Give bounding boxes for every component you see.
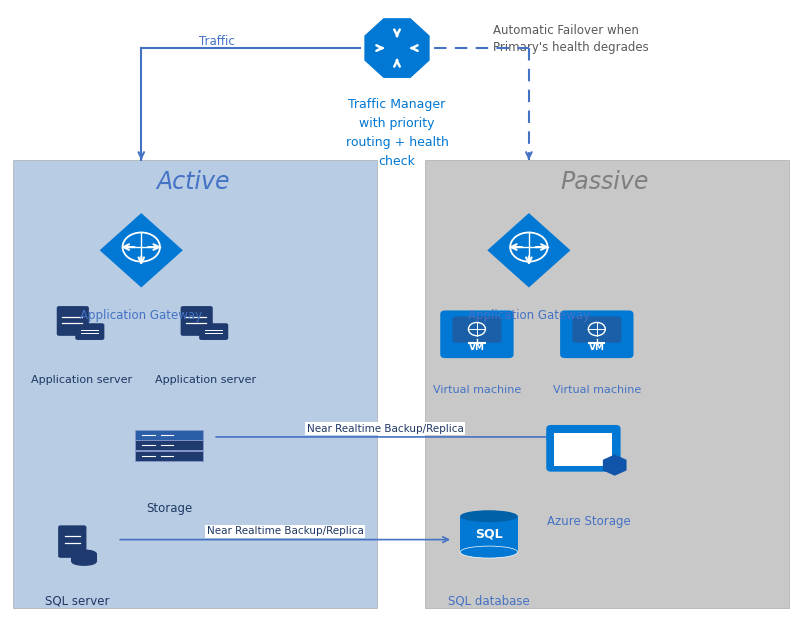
Text: Near Realtime Backup/Replica: Near Realtime Backup/Replica (207, 526, 363, 536)
Polygon shape (99, 213, 183, 288)
FancyBboxPatch shape (546, 425, 621, 472)
FancyBboxPatch shape (136, 440, 203, 451)
FancyBboxPatch shape (592, 443, 612, 455)
Text: Storage: Storage (146, 503, 192, 515)
Text: VM: VM (469, 344, 485, 352)
Text: VM: VM (589, 344, 605, 352)
Text: Automatic Failover when
Primary's health degrades: Automatic Failover when Primary's health… (493, 24, 649, 54)
Text: SQL database: SQL database (448, 594, 530, 608)
Ellipse shape (71, 549, 96, 558)
Polygon shape (603, 454, 626, 476)
Text: Passive: Passive (561, 170, 649, 194)
Text: Application Gateway: Application Gateway (468, 309, 590, 322)
Text: Virtual machine: Virtual machine (433, 385, 521, 395)
Polygon shape (364, 18, 430, 78)
Text: Application server: Application server (155, 375, 256, 385)
FancyBboxPatch shape (452, 316, 501, 342)
FancyBboxPatch shape (425, 160, 788, 608)
Text: Application server: Application server (30, 375, 132, 385)
Text: Traffic: Traffic (200, 36, 235, 48)
FancyBboxPatch shape (573, 432, 593, 444)
FancyBboxPatch shape (71, 553, 96, 562)
FancyBboxPatch shape (554, 454, 573, 466)
Text: Active: Active (156, 170, 230, 194)
FancyBboxPatch shape (573, 443, 593, 455)
FancyBboxPatch shape (180, 306, 213, 336)
FancyBboxPatch shape (440, 311, 513, 358)
FancyBboxPatch shape (554, 432, 573, 444)
FancyBboxPatch shape (136, 430, 203, 440)
FancyBboxPatch shape (573, 454, 593, 466)
Text: Near Realtime Backup/Replica: Near Realtime Backup/Replica (306, 424, 464, 434)
FancyBboxPatch shape (199, 323, 229, 340)
Text: Application Gateway: Application Gateway (80, 309, 202, 322)
FancyBboxPatch shape (57, 306, 89, 336)
Polygon shape (488, 213, 570, 288)
Ellipse shape (460, 510, 517, 522)
FancyBboxPatch shape (592, 432, 612, 444)
Text: Azure Storage: Azure Storage (547, 515, 630, 528)
FancyBboxPatch shape (573, 316, 622, 342)
Text: SQL: SQL (475, 528, 503, 541)
Ellipse shape (71, 558, 96, 566)
FancyBboxPatch shape (560, 311, 634, 358)
FancyBboxPatch shape (75, 323, 104, 340)
Text: Traffic Manager
with priority
routing + health
check: Traffic Manager with priority routing + … (346, 98, 448, 168)
FancyBboxPatch shape (58, 526, 87, 558)
Ellipse shape (460, 546, 517, 558)
FancyBboxPatch shape (554, 443, 573, 455)
FancyBboxPatch shape (460, 516, 517, 552)
Text: Virtual machine: Virtual machine (553, 385, 641, 395)
Text: SQL server: SQL server (45, 594, 110, 608)
FancyBboxPatch shape (14, 160, 377, 608)
FancyBboxPatch shape (592, 454, 612, 466)
FancyBboxPatch shape (136, 451, 203, 461)
